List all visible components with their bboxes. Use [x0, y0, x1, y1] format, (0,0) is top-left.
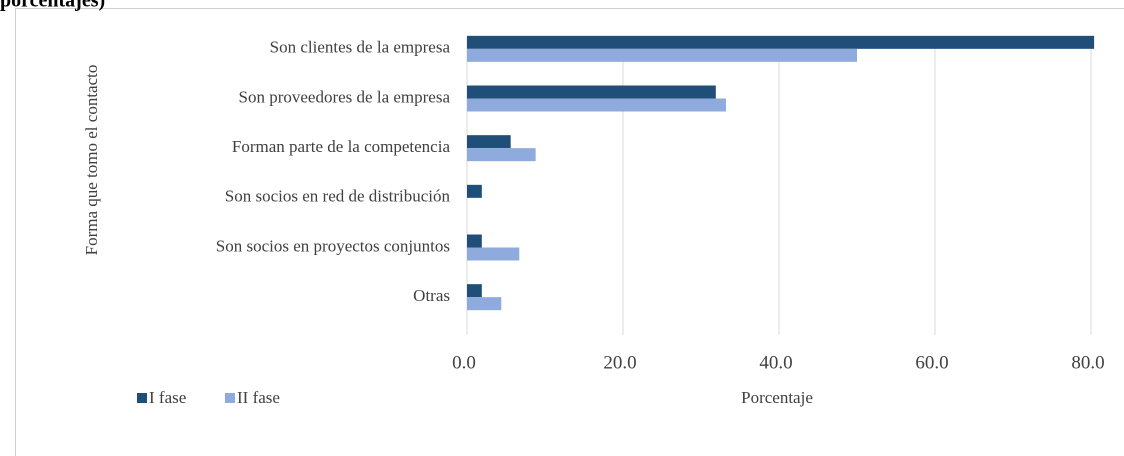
x-tick-label: 80.0 — [1071, 352, 1104, 373]
bar — [467, 148, 536, 162]
legend: I fase II fase — [137, 388, 280, 407]
x-axis-title: Porcentaje — [741, 388, 813, 407]
x-tick-label: 40.0 — [759, 352, 792, 373]
y-tick-label: Otras — [413, 286, 450, 305]
bar — [467, 48, 857, 62]
legend-label: I fase — [149, 388, 186, 407]
legend-swatch — [137, 393, 147, 403]
bar — [467, 234, 482, 248]
y-axis-title: Forma que tomo el contacto — [82, 65, 101, 256]
bar — [467, 297, 502, 311]
bar — [467, 35, 1095, 49]
bar — [467, 247, 520, 261]
y-tick-label: Son clientes de la empresa — [270, 38, 451, 57]
chart-title: porcentajes) — [0, 0, 105, 12]
x-tick-label: 0.0 — [452, 352, 476, 373]
bar — [467, 184, 482, 198]
legend-swatch — [225, 393, 235, 403]
x-tick-label: 60.0 — [915, 352, 948, 373]
y-tick-label: Son proveedores de la empresa — [239, 87, 451, 106]
legend-label: II fase — [237, 388, 280, 407]
y-tick-label: Forman parte de la competencia — [232, 137, 451, 156]
bar — [467, 98, 726, 112]
bar — [467, 135, 511, 149]
y-tick-label: Son socios en red de distribución — [225, 187, 451, 206]
y-tick-label: Son socios en proyectos conjuntos — [216, 236, 450, 255]
bar — [467, 85, 716, 99]
x-tick-label: 20.0 — [603, 352, 636, 373]
bar — [467, 284, 482, 298]
bars: Son clientes de la empresa Son proveedore… — [216, 35, 1095, 311]
grid: 0.0 20.0 40.0 60.0 80.0 — [452, 37, 1105, 373]
